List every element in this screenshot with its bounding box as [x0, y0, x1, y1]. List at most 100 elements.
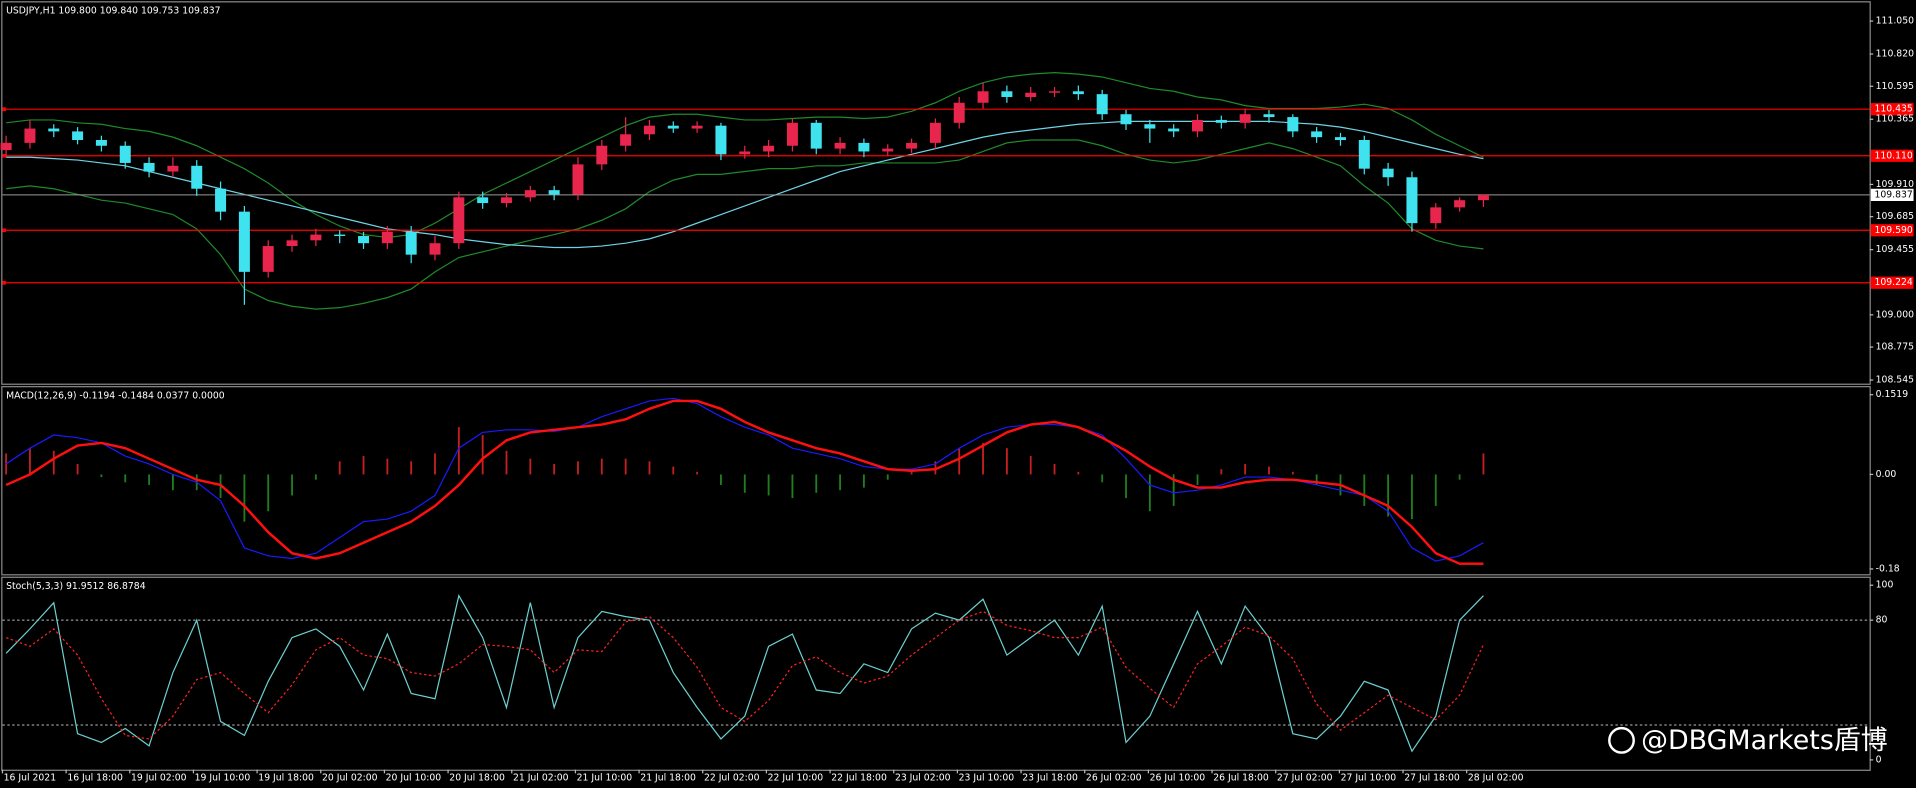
candle-body	[1311, 131, 1323, 138]
x-tick-label: 21 Jul 02:00	[513, 773, 569, 784]
candle-body	[334, 234, 346, 237]
candle-body	[477, 197, 489, 204]
candle-body	[882, 148, 894, 152]
y-tick-label: 109.685	[1876, 211, 1914, 222]
x-tick-label: 22 Jul 10:00	[768, 773, 824, 784]
y-tick-label: 109.000	[1876, 309, 1914, 320]
candle-body	[1025, 92, 1037, 98]
candle-body	[548, 190, 560, 195]
candle-body	[596, 145, 608, 165]
x-tick-label: 21 Jul 18:00	[640, 773, 696, 784]
candle-body	[95, 140, 107, 146]
y-tick-label: 110.820	[1876, 49, 1914, 60]
candle-body	[977, 91, 989, 103]
candle-body	[1454, 200, 1466, 208]
plot-layer: 110.435 110.110 109.590 109.224 109.837 111.0…	[0, 16, 1914, 784]
y-tick-label: 111.050	[1876, 16, 1914, 27]
candle-body	[1144, 124, 1156, 129]
candle-body	[191, 165, 203, 189]
candle-body	[834, 142, 846, 149]
price-header: USDJPY,H1 109.800 109.840 109.753 109.83…	[6, 5, 221, 16]
candle-body	[1120, 114, 1132, 125]
level-marker	[2, 228, 7, 233]
level-tag	[1870, 149, 1914, 162]
level-marker	[2, 280, 7, 285]
candle-body	[1358, 140, 1370, 169]
candle-body	[1287, 117, 1299, 132]
candle-body	[119, 145, 131, 163]
y-tick-label: 109.455	[1876, 244, 1914, 255]
candle-body	[143, 162, 155, 172]
indicator-line	[5, 610, 1484, 740]
candle-body	[238, 211, 250, 272]
y-tick-label: 80	[1876, 615, 1888, 626]
candle-body	[358, 236, 370, 244]
x-tick-label: 28 Jul 02:00	[1468, 773, 1524, 784]
candle-body	[215, 188, 227, 212]
x-tick-label: 26 Jul 18:00	[1213, 773, 1269, 784]
x-tick-label: 22 Jul 02:00	[704, 773, 760, 784]
candle-body	[667, 125, 679, 129]
candle-body	[262, 246, 274, 272]
y-tick-label: 0.00	[1876, 469, 1897, 480]
last-price-label: 109.837	[1874, 189, 1912, 200]
candle-body	[953, 102, 965, 123]
candle-body	[48, 128, 60, 132]
stoch-panel	[1, 576, 1871, 771]
candle-body	[691, 125, 703, 129]
x-tick-label: 19 Jul 10:00	[195, 773, 251, 784]
candle-body	[1430, 207, 1442, 224]
candle-body	[405, 231, 417, 255]
candle-body	[1049, 91, 1061, 93]
y-tick-label: 109.910	[1876, 179, 1914, 190]
level-label: 110.110	[1874, 150, 1912, 161]
x-tick-label: 22 Jul 18:00	[831, 773, 887, 784]
candle-body	[786, 122, 798, 146]
indicator-line	[5, 594, 1484, 753]
watermark-icon	[1608, 726, 1635, 754]
candle-body	[72, 131, 84, 141]
x-tick-label: 19 Jul 18:00	[258, 773, 314, 784]
last-price-tag	[1870, 188, 1914, 202]
x-tick-label: 27 Jul 18:00	[1404, 773, 1460, 784]
x-tick-label: 26 Jul 02:00	[1086, 773, 1142, 784]
x-tick-label: 23 Jul 10:00	[959, 773, 1015, 784]
candle-body	[1239, 114, 1251, 123]
level-marker	[2, 107, 7, 112]
candle-body	[1001, 91, 1013, 98]
candle-body	[620, 134, 632, 146]
candle-body	[24, 128, 36, 143]
candle-body	[906, 142, 918, 149]
macd-header: MACD(12,26,9) -0.1194 -0.1484 0.0377 0.0…	[6, 390, 225, 401]
y-tick-label: 108.545	[1876, 375, 1914, 386]
indicator-line	[6, 139, 1484, 310]
candle-body	[1382, 168, 1394, 178]
candle-body	[1168, 128, 1180, 132]
x-tick-label: 21 Jul 10:00	[577, 773, 633, 784]
x-tick-label: 20 Jul 02:00	[322, 773, 378, 784]
y-tick-label: 110.365	[1876, 114, 1914, 125]
candle-body	[1263, 114, 1275, 118]
x-tick-label: 26 Jul 10:00	[1150, 773, 1206, 784]
candle-body	[858, 142, 870, 152]
candle-body	[310, 234, 322, 241]
candle-body	[453, 197, 465, 244]
level-tag	[1870, 103, 1914, 116]
price-panel	[1, 1, 1871, 385]
x-tick-label: 16 Jul 2021	[4, 773, 57, 784]
x-tick-label: 20 Jul 10:00	[386, 773, 442, 784]
x-tick-label: 20 Jul 18:00	[449, 773, 505, 784]
level-tag	[1870, 224, 1914, 237]
y-tick-label: 100	[1876, 580, 1894, 591]
x-tick-label: 16 Jul 18:00	[67, 773, 123, 784]
candle-body	[1072, 91, 1084, 95]
candle-body	[381, 231, 393, 244]
indicator-line	[5, 399, 1484, 565]
candle-body	[929, 122, 941, 143]
y-tick-label: -0.18	[1876, 563, 1900, 574]
indicator-line	[5, 397, 1484, 562]
x-tick-label: 27 Jul 10:00	[1341, 773, 1397, 784]
